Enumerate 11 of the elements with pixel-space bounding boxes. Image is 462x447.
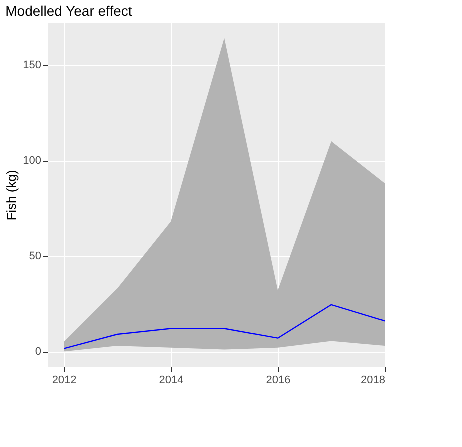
y-tick-label: 0: [35, 346, 42, 358]
x-tick-label: 2014: [159, 374, 184, 386]
x-tick-label: 2018: [361, 374, 386, 386]
y-axis-title: Fish (kg): [4, 170, 20, 221]
y-tick-label: 100: [23, 155, 42, 168]
x-tick-label: 2012: [52, 374, 77, 386]
line-series: [63, 304, 386, 350]
x-tick-label: 2016: [266, 374, 291, 386]
chart-title: Modelled Year effect: [6, 3, 132, 19]
y-tick-label: 50: [29, 250, 42, 263]
y-tick-label: 150: [23, 60, 42, 72]
